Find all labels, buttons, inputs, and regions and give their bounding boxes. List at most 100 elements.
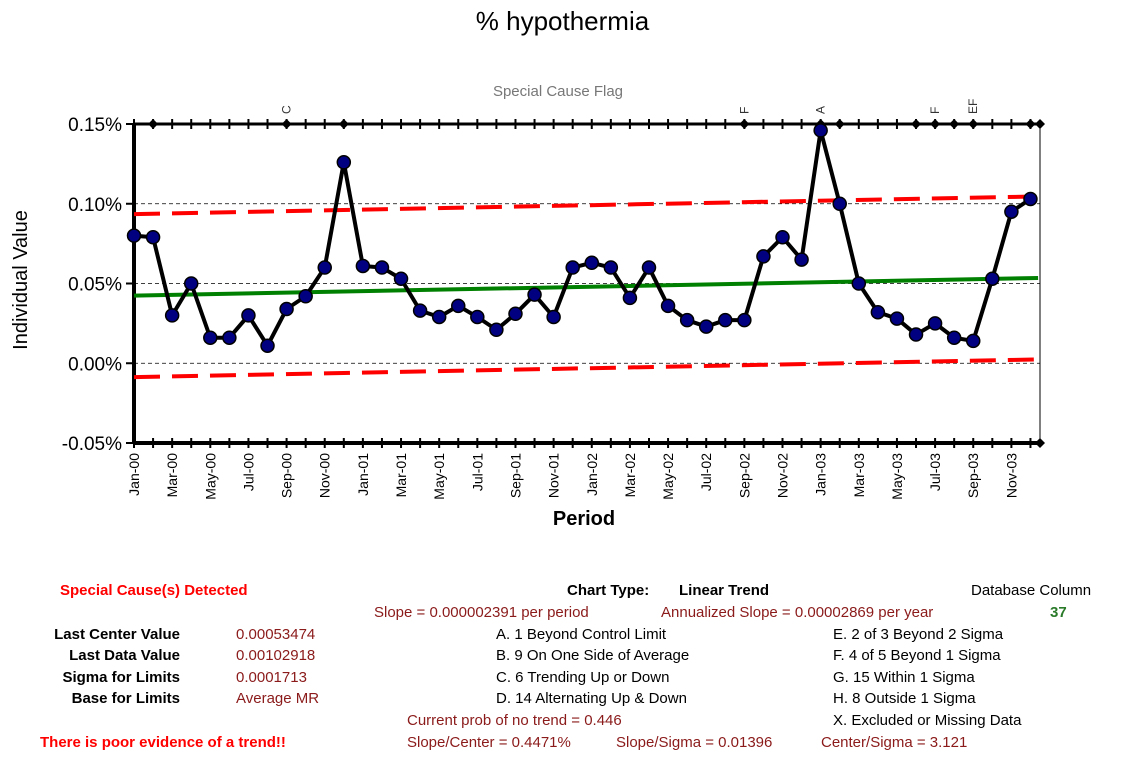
flag-label: C xyxy=(280,105,294,114)
x-tick-label: Mar-01 xyxy=(393,453,409,498)
data-point xyxy=(927,316,943,331)
data-point xyxy=(908,327,924,342)
axis-end-marker xyxy=(1035,438,1045,448)
base-limits-label: Base for Limits xyxy=(71,690,180,707)
x-tick-label: Sep-01 xyxy=(507,453,523,498)
flag-marker xyxy=(968,119,979,129)
x-tick-label: Mar-02 xyxy=(622,453,638,498)
data-point xyxy=(412,303,428,318)
data-point xyxy=(317,260,332,275)
control-chart: 0.15% 0.10% 0.05% 0.00% -0.05%Jan-00 Mar-00 Ma… xyxy=(10,83,1045,530)
chart-type-label: Chart Type: xyxy=(567,582,650,599)
y-tick-label: 0.05% xyxy=(68,275,122,296)
flag-marker xyxy=(930,119,941,129)
sigma-limits-label: Sigma for Limits xyxy=(62,669,180,686)
test-g: G. 15 Within 1 Sigma xyxy=(833,669,975,686)
data-point xyxy=(718,312,733,328)
x-tick-label: Sep-02 xyxy=(736,453,752,498)
test-h: H. 8 Outside 1 Sigma xyxy=(833,690,976,707)
data-point xyxy=(641,260,657,275)
data-point xyxy=(431,309,447,325)
flag-marker xyxy=(739,119,750,129)
database-column-label: Database Column xyxy=(971,582,1092,599)
x-tick-label: May-02 xyxy=(660,453,676,500)
lower-control-limit xyxy=(133,357,1039,380)
x-tick-label: May-01 xyxy=(431,453,447,500)
slope-center: Slope/Center = 0.4471% xyxy=(407,734,571,751)
last-center-label: Last Center Value xyxy=(54,626,180,643)
data-point xyxy=(660,298,676,314)
trend-note: There is poor evidence of a trend!! xyxy=(40,734,286,751)
flag-marker xyxy=(281,119,292,129)
data-point xyxy=(489,322,504,338)
flag-label: F xyxy=(928,107,942,114)
data-point xyxy=(451,298,466,314)
data-point xyxy=(203,330,218,345)
data-point xyxy=(260,338,275,353)
y-tick-label: 0.00% xyxy=(68,354,122,375)
center-line xyxy=(133,275,1039,298)
x-tick-label: Nov-02 xyxy=(775,453,791,498)
y-tick-label: 0.15% xyxy=(68,115,122,136)
special-cause-label: Special Cause(s) Detected xyxy=(60,582,248,599)
x-axis-title: Period xyxy=(553,508,615,530)
y-axis-title: Individual Value xyxy=(10,210,32,350)
annualized-slope-text: Annualized Slope = 0.00002869 per year xyxy=(661,604,934,621)
y-tick-label: -0.05% xyxy=(62,434,122,455)
upper-control-limit xyxy=(133,194,1039,217)
data-point xyxy=(279,301,294,317)
x-tick-label: Jan-00 xyxy=(126,453,142,496)
x-tick-label: May-03 xyxy=(889,453,905,500)
flag-title: Special Cause Flag xyxy=(493,83,623,100)
x-tick-label: Sep-00 xyxy=(279,453,295,498)
x-tick-label: Nov-00 xyxy=(317,453,333,498)
data-point xyxy=(965,333,981,349)
x-tick-label: Jul-03 xyxy=(927,453,943,491)
data-point xyxy=(870,304,886,320)
data-point xyxy=(565,260,580,275)
data-point xyxy=(355,258,371,274)
test-d: D. 14 Alternating Up & Down xyxy=(496,690,687,707)
prob-no-trend: Current prob of no trend = 0.446 xyxy=(407,712,622,729)
data-point xyxy=(508,306,523,322)
test-b: B. 9 On One Side of Average xyxy=(496,647,690,664)
data-point xyxy=(1004,204,1019,219)
data-point xyxy=(527,287,542,302)
slope-sigma: Slope/Sigma = 0.01396 xyxy=(616,734,773,751)
flag-label: F xyxy=(737,107,751,114)
base-limits-value: Average MR xyxy=(236,690,320,707)
x-tick-label: Jan-01 xyxy=(355,453,371,496)
flag-marker xyxy=(834,119,845,129)
data-point xyxy=(775,229,790,245)
data-point xyxy=(679,312,695,328)
data-point xyxy=(470,309,485,325)
x-tick-label: Jan-03 xyxy=(813,453,829,496)
data-point xyxy=(698,319,714,334)
sigma-limits-value: 0.0001713 xyxy=(236,669,307,686)
x-tick-label: Jul-00 xyxy=(240,453,256,491)
data-point xyxy=(183,276,199,291)
data-point xyxy=(813,123,828,138)
data-point xyxy=(946,330,962,345)
axis-end-marker xyxy=(1035,119,1045,129)
data-point xyxy=(145,229,161,245)
data-point xyxy=(985,271,1000,286)
data-point xyxy=(126,228,142,243)
last-data-label: Last Data Value xyxy=(69,647,180,664)
last-data-value: 0.00102918 xyxy=(236,647,316,664)
flag-label: A xyxy=(814,106,828,114)
data-point xyxy=(393,271,409,286)
chart-type-value: Linear Trend xyxy=(679,582,770,599)
center-sigma: Center/Sigma = 3.121 xyxy=(821,734,968,751)
data-point xyxy=(889,311,905,326)
test-a: A. 1 Beyond Control Limit xyxy=(496,626,667,643)
flag-marker xyxy=(1025,119,1036,129)
test-x: X. Excluded or Missing Data xyxy=(833,712,1022,729)
data-point xyxy=(622,290,638,306)
data-point xyxy=(336,155,352,170)
slope-text: Slope = 0.000002391 per period xyxy=(374,604,589,621)
flag-marker xyxy=(911,119,922,129)
data-point xyxy=(737,312,752,328)
data-point xyxy=(584,255,600,271)
x-tick-label: Mar-00 xyxy=(164,453,180,498)
